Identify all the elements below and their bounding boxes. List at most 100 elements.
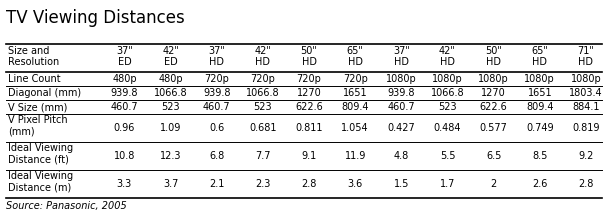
Text: 4.8: 4.8	[394, 151, 409, 161]
Text: 460.7: 460.7	[203, 102, 230, 112]
Text: Line Count: Line Count	[8, 74, 60, 84]
Text: 460.7: 460.7	[110, 102, 138, 112]
Text: 939.8: 939.8	[388, 88, 415, 98]
Text: 50": 50"	[485, 46, 502, 56]
Text: HD: HD	[532, 57, 548, 67]
Text: 1080p: 1080p	[478, 74, 509, 84]
Text: 37": 37"	[393, 46, 410, 56]
Text: 939.8: 939.8	[110, 88, 138, 98]
Text: 622.6: 622.6	[295, 102, 323, 112]
Text: HD: HD	[209, 57, 224, 67]
Text: V Size (mm): V Size (mm)	[8, 102, 67, 112]
Text: 0.749: 0.749	[526, 123, 554, 133]
Text: 50": 50"	[300, 46, 317, 56]
Text: 0.811: 0.811	[295, 123, 323, 133]
Text: 1651: 1651	[528, 88, 552, 98]
Text: 720p: 720p	[297, 74, 321, 84]
Text: 42": 42"	[439, 46, 456, 56]
Text: Size and: Size and	[8, 46, 49, 56]
Text: 523: 523	[161, 102, 180, 112]
Text: 2.6: 2.6	[532, 179, 548, 189]
Text: 37": 37"	[116, 46, 133, 56]
Text: TV Viewing Distances: TV Viewing Distances	[6, 9, 185, 27]
Text: 809.4: 809.4	[341, 102, 369, 112]
Text: 2: 2	[490, 179, 497, 189]
Text: (mm): (mm)	[8, 126, 34, 136]
Text: Resolution: Resolution	[8, 57, 59, 67]
Text: 720p: 720p	[204, 74, 229, 84]
Text: 42": 42"	[254, 46, 271, 56]
Text: 71": 71"	[578, 46, 595, 56]
Text: 1.09: 1.09	[160, 123, 182, 133]
Text: 3.6: 3.6	[347, 179, 363, 189]
Text: 1080p: 1080p	[525, 74, 555, 84]
Text: 9.2: 9.2	[578, 151, 593, 161]
Text: 0.6: 0.6	[209, 123, 224, 133]
Text: HD: HD	[348, 57, 362, 67]
Text: 6.5: 6.5	[486, 151, 501, 161]
Text: 1.5: 1.5	[394, 179, 409, 189]
Text: ED: ED	[118, 57, 131, 67]
Text: HD: HD	[394, 57, 409, 67]
Text: Diagonal (mm): Diagonal (mm)	[8, 88, 81, 98]
Text: 2.3: 2.3	[255, 179, 271, 189]
Text: 65": 65"	[531, 46, 548, 56]
Text: 5.5: 5.5	[440, 151, 455, 161]
Text: 9.1: 9.1	[302, 151, 317, 161]
Text: HD: HD	[440, 57, 455, 67]
Text: 1.7: 1.7	[440, 179, 455, 189]
Text: 3.7: 3.7	[163, 179, 178, 189]
Text: Source: Panasonic, 2005: Source: Panasonic, 2005	[6, 201, 127, 211]
Text: 1066.8: 1066.8	[431, 88, 464, 98]
Text: 884.1: 884.1	[572, 102, 600, 112]
Text: 2.8: 2.8	[578, 179, 593, 189]
Text: 6.8: 6.8	[209, 151, 224, 161]
Text: 720p: 720p	[343, 74, 368, 84]
Text: 3.3: 3.3	[117, 179, 132, 189]
Text: 1803.4: 1803.4	[569, 88, 603, 98]
Text: 1270: 1270	[481, 88, 506, 98]
Text: 7.7: 7.7	[255, 151, 271, 161]
Text: 42": 42"	[162, 46, 179, 56]
Text: 1270: 1270	[297, 88, 321, 98]
Text: 11.9: 11.9	[344, 151, 366, 161]
Text: 1080p: 1080p	[432, 74, 463, 84]
Text: 0.819: 0.819	[572, 123, 600, 133]
Text: Ideal Viewing: Ideal Viewing	[8, 143, 73, 153]
Text: Ideal Viewing: Ideal Viewing	[8, 171, 73, 181]
Text: Distance (m): Distance (m)	[8, 182, 71, 192]
Text: 10.8: 10.8	[114, 151, 135, 161]
Text: 622.6: 622.6	[480, 102, 508, 112]
Text: 0.96: 0.96	[114, 123, 135, 133]
Text: HD: HD	[486, 57, 501, 67]
Text: 65": 65"	[347, 46, 364, 56]
Text: V Pixel Pitch: V Pixel Pitch	[8, 115, 68, 125]
Text: 0.484: 0.484	[434, 123, 461, 133]
Text: HD: HD	[255, 57, 270, 67]
Text: 480p: 480p	[112, 74, 137, 84]
Text: 1066.8: 1066.8	[154, 88, 188, 98]
Text: 523: 523	[253, 102, 272, 112]
Text: 523: 523	[438, 102, 457, 112]
Text: 37": 37"	[208, 46, 225, 56]
Text: 1066.8: 1066.8	[246, 88, 280, 98]
Text: 0.681: 0.681	[249, 123, 277, 133]
Text: 939.8: 939.8	[203, 88, 230, 98]
Text: 480p: 480p	[158, 74, 183, 84]
Text: HD: HD	[578, 57, 593, 67]
Text: 460.7: 460.7	[388, 102, 415, 112]
Text: 2.8: 2.8	[302, 179, 317, 189]
Text: 720p: 720p	[250, 74, 276, 84]
Text: 8.5: 8.5	[532, 151, 548, 161]
Text: 809.4: 809.4	[526, 102, 554, 112]
Text: 1651: 1651	[343, 88, 367, 98]
Text: 0.427: 0.427	[388, 123, 415, 133]
Text: HD: HD	[302, 57, 317, 67]
Text: Distance (ft): Distance (ft)	[8, 154, 69, 164]
Text: 2.1: 2.1	[209, 179, 224, 189]
Text: 0.577: 0.577	[480, 123, 508, 133]
Text: 1.054: 1.054	[341, 123, 369, 133]
Text: 12.3: 12.3	[160, 151, 182, 161]
Text: 1080p: 1080p	[570, 74, 601, 84]
Text: 1080p: 1080p	[386, 74, 417, 84]
